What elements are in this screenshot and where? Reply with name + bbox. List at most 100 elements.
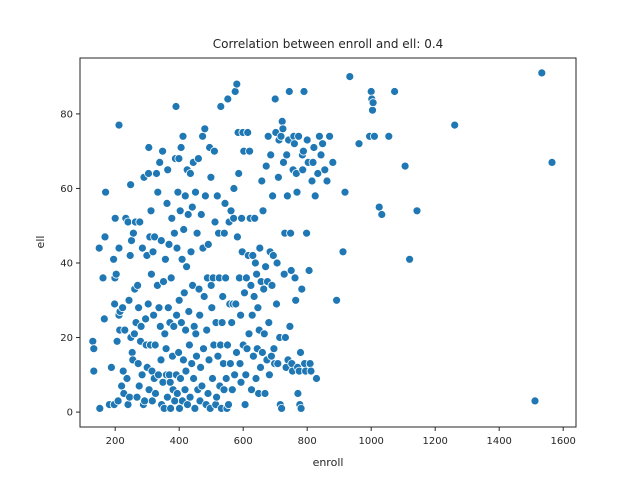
- data-point: [298, 146, 308, 156]
- data-point: [99, 314, 109, 324]
- data-point: [192, 228, 202, 238]
- data-point: [158, 377, 168, 387]
- data-point: [195, 310, 205, 320]
- data-point: [306, 366, 316, 376]
- data-point: [354, 139, 364, 149]
- data-point: [135, 217, 145, 227]
- data-point: [178, 355, 188, 365]
- data-point: [227, 318, 237, 328]
- data-point: [151, 389, 160, 398]
- data-point: [226, 206, 236, 216]
- data-point: [163, 165, 173, 175]
- data-point: [310, 191, 320, 201]
- data-point: [178, 131, 188, 141]
- data-point: [248, 251, 258, 260]
- data-point: [182, 262, 192, 272]
- data-point: [257, 176, 267, 186]
- data-point: [220, 198, 230, 208]
- data-point: [161, 344, 171, 354]
- data-point: [125, 392, 135, 402]
- data-point: [225, 359, 235, 369]
- data-point: [277, 403, 287, 413]
- x-tick-label: 1400: [486, 436, 511, 447]
- data-point: [159, 277, 168, 287]
- data-point: [189, 321, 199, 331]
- data-point: [133, 280, 143, 290]
- data-point: [272, 299, 281, 309]
- data-point: [242, 344, 252, 354]
- data-point: [137, 243, 147, 253]
- data-point: [293, 389, 303, 398]
- data-point: [232, 79, 242, 89]
- data-point: [148, 247, 158, 257]
- y-tick-label: 0: [67, 408, 73, 419]
- data-point: [235, 359, 245, 369]
- data-point: [204, 355, 214, 365]
- data-point: [174, 295, 184, 305]
- data-point: [272, 258, 282, 268]
- data-point: [152, 169, 161, 178]
- data-point: [212, 392, 222, 402]
- data-point: [118, 303, 127, 313]
- data-point: [251, 374, 261, 383]
- data-point: [172, 243, 182, 253]
- data-point: [230, 370, 240, 380]
- data-point: [209, 146, 219, 156]
- data-point: [188, 280, 198, 290]
- data-point: [123, 400, 133, 410]
- data-point: [234, 169, 244, 178]
- data-point: [176, 374, 185, 383]
- data-point: [94, 243, 104, 253]
- data-point: [294, 131, 304, 141]
- data-point: [405, 254, 415, 264]
- data-points: [88, 68, 557, 413]
- axes-frame: [79, 57, 577, 428]
- data-point: [345, 72, 355, 81]
- data-point: [154, 303, 164, 313]
- data-point: [197, 381, 207, 391]
- data-point: [232, 348, 241, 357]
- data-point: [123, 217, 133, 227]
- data-point: [278, 124, 288, 134]
- data-point: [316, 150, 326, 160]
- data-point: [246, 280, 256, 290]
- data-point: [118, 366, 128, 376]
- data-point: [412, 206, 422, 216]
- data-point: [231, 299, 241, 309]
- data-point: [308, 157, 318, 167]
- data-point: [332, 295, 342, 305]
- data-point: [153, 187, 163, 197]
- data-point: [199, 344, 208, 354]
- x-tick-label: 1200: [422, 436, 447, 447]
- data-point: [247, 310, 257, 320]
- data-point: [156, 355, 166, 365]
- data-point: [229, 213, 239, 223]
- data-point: [290, 273, 300, 283]
- data-point: [210, 217, 220, 227]
- data-point: [136, 321, 146, 331]
- data-point: [338, 247, 348, 257]
- data-point: [194, 284, 204, 294]
- chart-title: Correlation between enroll and ell: 0.4: [213, 37, 444, 51]
- data-point: [268, 191, 278, 201]
- data-point: [368, 105, 377, 115]
- data-point: [282, 191, 292, 201]
- data-point: [160, 254, 170, 264]
- data-point: [273, 172, 283, 182]
- data-point: [189, 374, 199, 383]
- data-point: [221, 273, 231, 283]
- data-point: [258, 206, 268, 216]
- data-point: [172, 310, 182, 320]
- data-point: [169, 228, 179, 238]
- data-point: [187, 202, 197, 212]
- data-point: [248, 351, 258, 361]
- data-point: [368, 98, 378, 108]
- data-point: [297, 284, 307, 294]
- data-point: [143, 299, 153, 309]
- data-point: [219, 228, 229, 238]
- data-point: [537, 68, 547, 78]
- data-point: [163, 303, 173, 313]
- data-point: [184, 307, 194, 316]
- data-point: [286, 228, 296, 238]
